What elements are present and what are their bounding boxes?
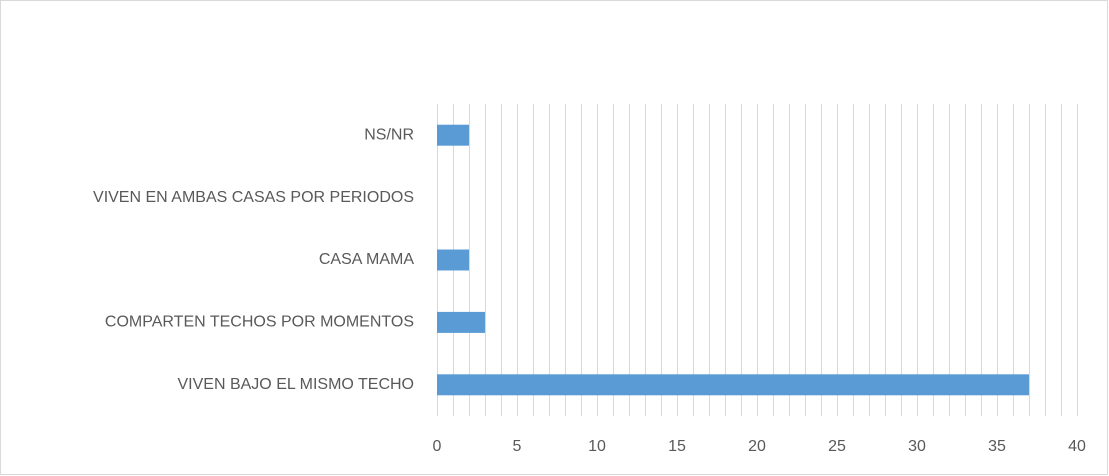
- bar: [437, 311, 485, 333]
- y-tick-label: CASA MAMA: [319, 251, 414, 268]
- x-tick-label: 0: [433, 438, 442, 455]
- x-tick-label: 30: [908, 438, 926, 455]
- x-tick-label: 25: [828, 438, 846, 455]
- x-tick-label: 10: [588, 438, 606, 455]
- x-tick-label: 5: [513, 438, 522, 455]
- y-tick-label: VIVEN BAJO EL MISMO TECHO: [178, 376, 415, 393]
- y-tick-label: NS/NR: [364, 126, 414, 143]
- bar: [437, 374, 1029, 396]
- bar: [437, 124, 469, 146]
- x-tick-label: 35: [988, 438, 1006, 455]
- x-tick-label: 20: [748, 438, 766, 455]
- y-tick-label: VIVEN EN AMBAS CASAS POR PERIODOS: [93, 189, 414, 206]
- bar: [437, 249, 469, 271]
- y-tick-label: COMPARTEN TECHOS POR MOMENTOS: [105, 314, 414, 331]
- x-tick-label: 15: [668, 438, 686, 455]
- x-tick-label: 40: [1068, 438, 1086, 455]
